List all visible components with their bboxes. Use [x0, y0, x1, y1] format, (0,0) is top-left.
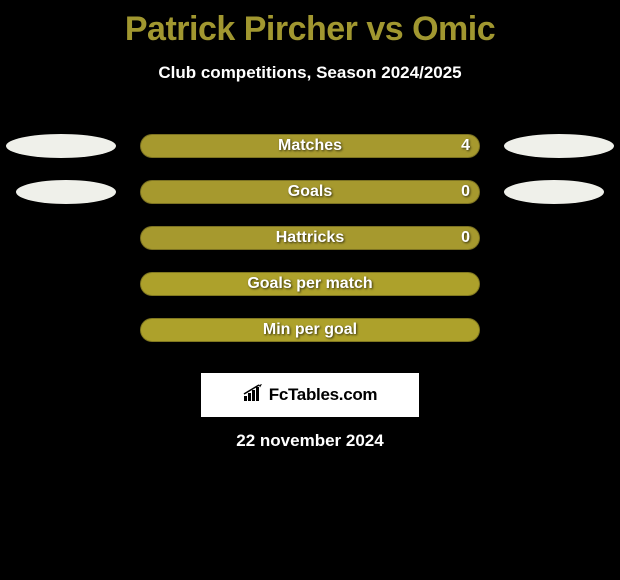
left-ellipse: [16, 180, 116, 204]
row-matches: Matches 4: [0, 123, 620, 169]
subtitle: Club competitions, Season 2024/2025: [0, 63, 620, 83]
bar-wrap: Matches 4: [140, 134, 480, 158]
stat-value-right: 4: [461, 137, 470, 155]
bar-wrap: Hattricks 0: [140, 226, 480, 250]
stat-bar: [140, 134, 480, 158]
page-title: Patrick Pircher vs Omic: [0, 0, 620, 49]
stat-value-right: 0: [461, 229, 470, 247]
bar-wrap: Min per goal: [140, 318, 480, 342]
row-min-per-goal: Min per goal: [0, 307, 620, 353]
bar-wrap: Goals per match: [140, 272, 480, 296]
stat-value-right: 0: [461, 183, 470, 201]
stat-bar: [140, 272, 480, 296]
stat-bar: [140, 180, 480, 204]
chart-icon: [243, 384, 265, 407]
row-hattricks: Hattricks 0: [0, 215, 620, 261]
row-goals-per-match: Goals per match: [0, 261, 620, 307]
stat-bar: [140, 226, 480, 250]
comparison-rows: Matches 4 Goals 0 Hattricks 0 Goals per …: [0, 123, 620, 353]
date-line: 22 november 2024: [0, 431, 620, 451]
left-ellipse: [6, 134, 116, 158]
right-ellipse: [504, 134, 614, 158]
stat-bar: [140, 318, 480, 342]
row-goals: Goals 0: [0, 169, 620, 215]
logo-box: FcTables.com: [201, 373, 419, 417]
bar-wrap: Goals 0: [140, 180, 480, 204]
logo-text: FcTables.com: [269, 385, 378, 405]
right-ellipse: [504, 180, 604, 204]
